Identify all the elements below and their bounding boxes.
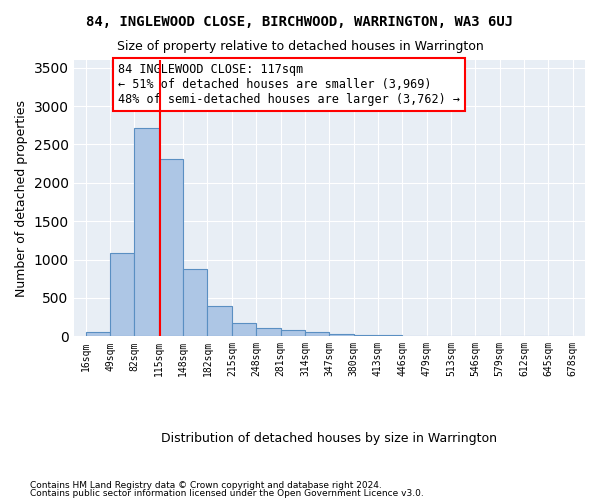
Text: 84, INGLEWOOD CLOSE, BIRCHWOOD, WARRINGTON, WA3 6UJ: 84, INGLEWOOD CLOSE, BIRCHWOOD, WARRINGT… <box>86 15 514 29</box>
Bar <box>208 306 232 336</box>
Bar <box>134 128 159 336</box>
Bar <box>232 324 256 336</box>
Bar <box>281 330 305 336</box>
Text: Contains public sector information licensed under the Open Government Licence v3: Contains public sector information licen… <box>30 488 424 498</box>
Bar <box>86 332 110 336</box>
Text: 84 INGLEWOOD CLOSE: 117sqm
← 51% of detached houses are smaller (3,969)
48% of s: 84 INGLEWOOD CLOSE: 117sqm ← 51% of deta… <box>118 63 460 106</box>
Text: Size of property relative to detached houses in Warrington: Size of property relative to detached ho… <box>116 40 484 53</box>
Bar <box>353 335 378 336</box>
Bar <box>329 334 353 336</box>
Bar <box>159 159 183 336</box>
Bar <box>110 252 134 336</box>
X-axis label: Distribution of detached houses by size in Warrington: Distribution of detached houses by size … <box>161 432 497 445</box>
Bar <box>256 328 281 336</box>
Bar <box>305 332 329 336</box>
Text: Contains HM Land Registry data © Crown copyright and database right 2024.: Contains HM Land Registry data © Crown c… <box>30 481 382 490</box>
Y-axis label: Number of detached properties: Number of detached properties <box>15 100 28 296</box>
Bar <box>183 269 208 336</box>
